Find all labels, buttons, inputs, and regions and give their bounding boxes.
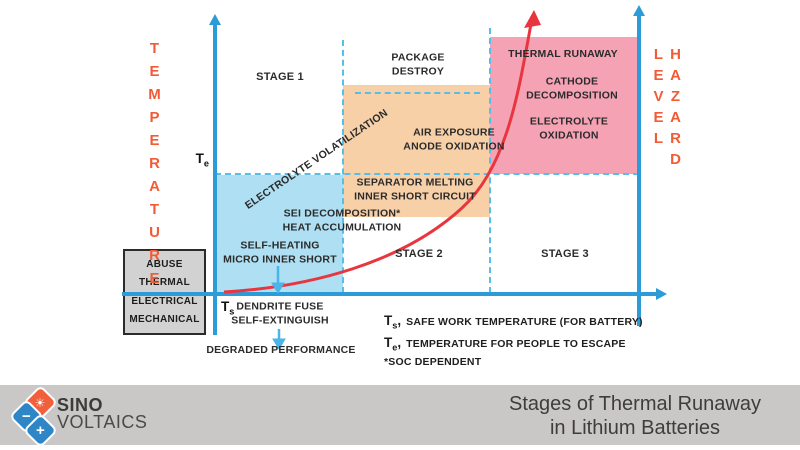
abuse-label: ABUSE xyxy=(146,258,183,270)
electrolyte-oxidation-label: ELECTROLYTE OXIDATION xyxy=(529,115,609,141)
temperature-axis-caption: TEMPERATURE xyxy=(146,40,163,293)
ts-marker: Ts xyxy=(221,299,235,317)
legend-ts-row: Ts, SAFE WORK TEMPERATURE (FOR BATTERY) xyxy=(384,313,643,331)
stage2-label: STAGE 2 xyxy=(395,247,443,260)
legend-ts-text: SAFE WORK TEMPERATURE (FOR BATTERY) xyxy=(406,316,643,328)
time-axis-line xyxy=(122,292,658,296)
mechanical-abuse-label: MECHANICAL xyxy=(129,314,200,326)
diagram-title: Stages of Thermal Runaway in Lithium Bat… xyxy=(509,393,761,439)
hazard-axis-arrow-icon xyxy=(633,5,645,16)
curve-arrowhead-icon xyxy=(524,10,541,28)
legend-te-text: TEMPERATURE FOR PEOPLE TO ESCAPE xyxy=(406,337,626,350)
stage1-stage2-boundary-dashed-line xyxy=(342,40,344,293)
hazard-axis-caption: HAZARD LEVEL xyxy=(650,46,684,172)
legend-te-symbol: Te, xyxy=(384,334,402,353)
stage3-label: STAGE 3 xyxy=(541,247,589,260)
cathode-decomposition-label: CATHODE DECOMPOSITION xyxy=(526,75,618,101)
te-threshold-dashed-line xyxy=(215,173,639,175)
legend-te-row: Te, TEMPERATURE FOR PEOPLE TO ESCAPE xyxy=(384,335,643,353)
electrical-abuse-label: ELECTRICAL xyxy=(131,295,198,307)
thermal-runaway-label: THERMAL RUNAWAY xyxy=(508,48,618,61)
stage2-stage3-boundary-dashed-line xyxy=(489,28,491,293)
hazard-axis-line xyxy=(637,14,641,326)
degraded-performance-label: DEGRADED PERFORMANCE xyxy=(206,344,356,357)
thermal-abuse-label: THERMAL xyxy=(139,277,190,289)
temperature-axis-line xyxy=(213,23,217,335)
footer-bar xyxy=(0,385,800,445)
stage1-label: STAGE 1 xyxy=(256,70,304,83)
soc-dependent-note: *SOC DEPENDENT xyxy=(384,356,482,369)
package-destroy-dashed-line xyxy=(355,92,480,94)
te-marker: Te xyxy=(195,151,209,169)
brand-name-bottom: VOLTAICS xyxy=(57,412,148,432)
legend: Ts, SAFE WORK TEMPERATURE (FOR BATTERY) … xyxy=(384,313,643,368)
legend-ts-symbol: Ts, xyxy=(384,313,402,331)
brand-name-top: SINO xyxy=(57,395,104,415)
temperature-axis-arrow-icon xyxy=(209,14,221,25)
dendrite-fuse-label: DENDRITE FUSE SELF-EXTINGUISH xyxy=(231,300,329,326)
separator-melting-label: SEPARATOR MELTING INNER SHORT CIRCUIT xyxy=(354,176,476,202)
sei-decomposition-label: SEI DECOMPOSITION* HEAT ACCUMULATION xyxy=(282,207,402,233)
self-heating-label: SELF-HEATING MICRO INNER SHORT xyxy=(223,239,337,265)
package-destroy-label: PACKAGE DESTROY xyxy=(391,51,445,77)
air-exposure-label: AIR EXPOSURE ANODE OXIDATION xyxy=(403,126,505,152)
time-axis-arrow-icon xyxy=(656,288,667,300)
